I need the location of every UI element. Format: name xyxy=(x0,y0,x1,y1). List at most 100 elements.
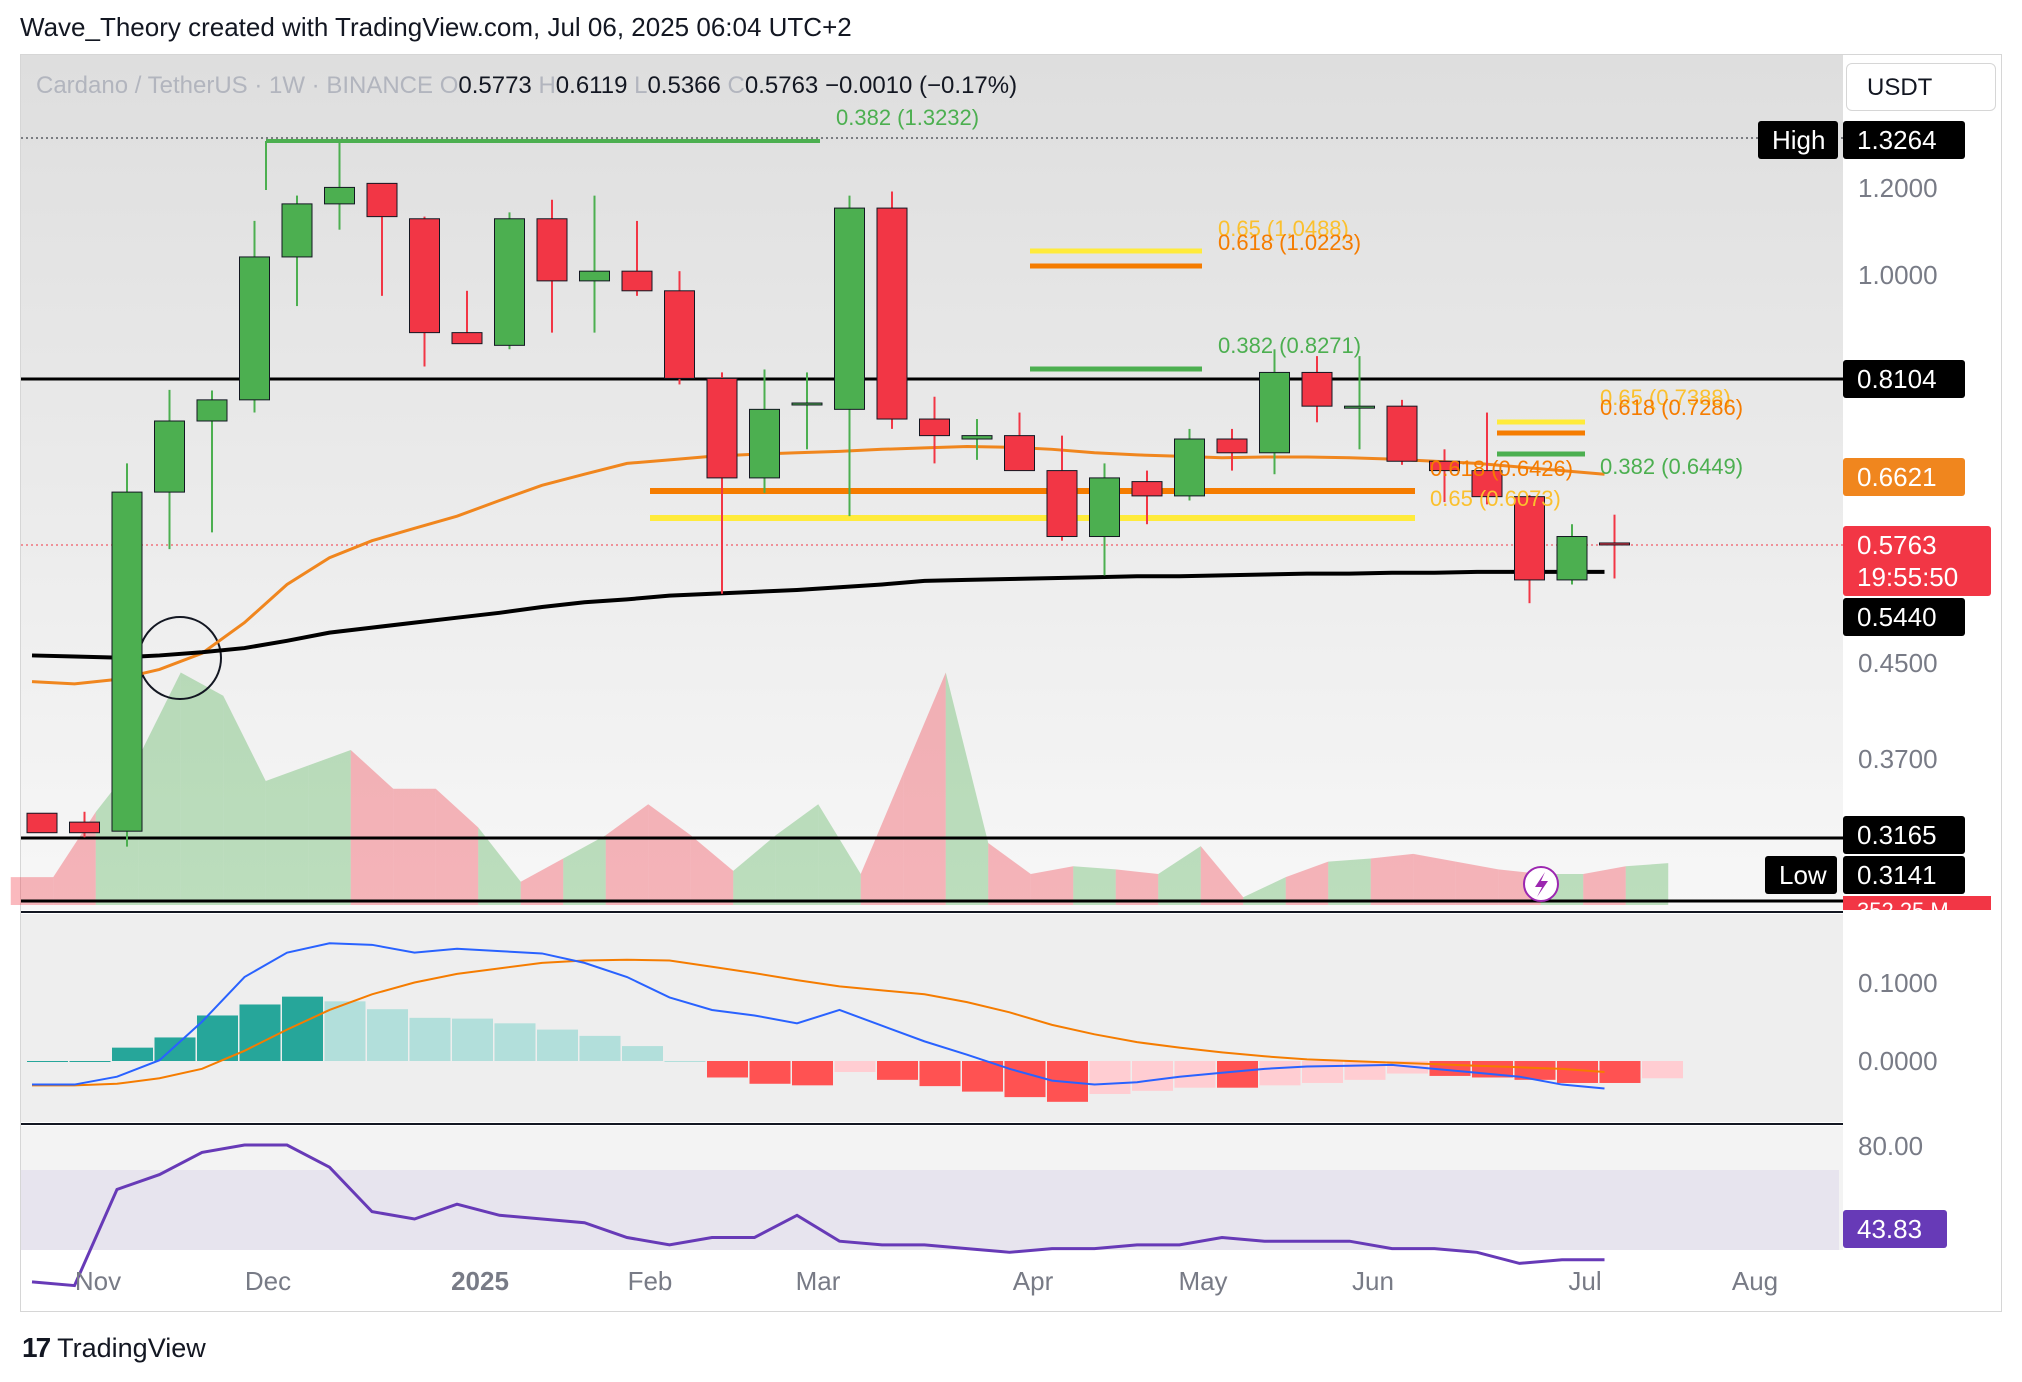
candle-body xyxy=(281,203,313,258)
price-tick: 0.3700 xyxy=(1858,744,1938,774)
candle-body xyxy=(1514,496,1545,581)
volume-area xyxy=(520,858,564,905)
macd-histogram-bar xyxy=(749,1061,791,1084)
high-badge-label-bg xyxy=(1758,121,1838,159)
candle-body xyxy=(1046,470,1078,538)
rsi-line xyxy=(31,1143,1605,1288)
time-tick: Jun xyxy=(1352,1266,1394,1296)
candle-body xyxy=(876,207,908,420)
candle-body xyxy=(1259,371,1290,454)
low-value: 0.5366 xyxy=(647,72,721,99)
price-tick: 1.2000 xyxy=(1858,173,1938,203)
low-badge-value-bg xyxy=(1843,856,1965,894)
ma-badge-bg xyxy=(1843,598,1965,636)
macd-histogram-bar xyxy=(239,1004,281,1061)
candle-body xyxy=(324,186,355,205)
macd-histogram-bar xyxy=(537,1029,578,1061)
chart-attribution: Wave_Theory created with TradingView.com… xyxy=(20,12,852,42)
macd-histogram-bar xyxy=(69,1061,111,1062)
low-badge-value: 0.3141 xyxy=(1857,860,1937,890)
candle-body xyxy=(409,218,440,334)
candle-body xyxy=(1344,405,1375,409)
volume-badge: 352.25 M xyxy=(1857,898,1949,923)
change-value: −0.0010 (−0.17%) xyxy=(824,72,1018,99)
macd-histogram-bar xyxy=(1259,1061,1301,1086)
last-price-badge-bg xyxy=(1843,526,1991,596)
candle-body xyxy=(111,491,143,832)
candle-body xyxy=(366,182,398,218)
macd-histogram-bar xyxy=(154,1037,196,1061)
tradingview-logo-icon: 17 xyxy=(22,1332,51,1363)
tradingview-footer[interactable]: 17 TradingView xyxy=(22,1332,206,1364)
candle-body xyxy=(1556,536,1588,581)
volume-area xyxy=(265,765,309,905)
high-badge-value: 1.3264 xyxy=(1857,125,1937,155)
resistance-badge-bg xyxy=(1843,360,1965,398)
macd-histogram-bar xyxy=(1642,1061,1683,1079)
volume-area xyxy=(1625,863,1669,905)
macd-histogram-bar xyxy=(452,1018,493,1061)
macd-histogram-bar xyxy=(1302,1061,1343,1083)
candle-body xyxy=(1089,477,1120,538)
time-tick: Nov xyxy=(75,1266,121,1296)
candle-body xyxy=(749,408,780,479)
high-label: H xyxy=(538,72,556,99)
candle-body xyxy=(834,207,865,410)
chart-frame[interactable] xyxy=(20,54,2002,1312)
symbol-label[interactable]: Cardano / TetherUS · 1W · BINANCE xyxy=(36,72,434,99)
candle-body xyxy=(961,435,993,440)
volume-area xyxy=(1328,858,1371,905)
volume-area xyxy=(903,672,946,905)
macd-histogram-bar xyxy=(1217,1061,1258,1088)
macd-histogram-bar xyxy=(324,1001,366,1061)
volume-area xyxy=(988,843,1031,905)
candle-body xyxy=(154,420,185,493)
macd-histogram-bar xyxy=(707,1061,748,1078)
countdown-badge: 19:55:50 xyxy=(1857,562,1958,592)
close-label: C xyxy=(727,72,745,99)
macd-histogram-bar xyxy=(622,1046,663,1061)
resistance-badge: 0.8104 xyxy=(1857,364,1937,394)
currency-button[interactable]: USDT xyxy=(1846,63,1996,111)
volume-badge-bg xyxy=(1843,896,1991,910)
low-badge-label-bg xyxy=(1765,856,1837,894)
macd-histogram-bar xyxy=(919,1061,961,1087)
close-value: 0.5763 xyxy=(744,72,819,99)
candle-body xyxy=(196,399,228,422)
volume-area xyxy=(1285,861,1329,905)
macd-histogram-bar xyxy=(1557,1061,1598,1083)
macd-histogram-bar xyxy=(962,1061,1003,1092)
volume-area xyxy=(605,804,649,905)
rsi-tick: 80.00 xyxy=(1858,1131,1923,1161)
macd-histogram-bar xyxy=(877,1061,918,1080)
fib-label: 0.65 (1.0488) xyxy=(1218,216,1349,241)
macd-histogram-bar xyxy=(494,1023,536,1061)
macd-histogram-bar xyxy=(834,1061,876,1072)
macd-histogram-bar xyxy=(1344,1061,1386,1080)
volume-area xyxy=(818,804,861,905)
macd-signal-line xyxy=(32,958,1605,1087)
fib-label: 0.618 (0.7286) xyxy=(1600,395,1743,420)
fib-label: 0.618 (0.6426) xyxy=(1430,456,1573,481)
candle-body xyxy=(1174,438,1205,497)
time-tick: Mar xyxy=(796,1266,841,1296)
fib-label: 0.382 (0.8271) xyxy=(1218,333,1361,358)
support-badge: 0.3165 xyxy=(1857,820,1937,850)
candle-body xyxy=(536,218,568,282)
volume-area xyxy=(1455,861,1499,905)
ema-badge-bg xyxy=(1843,458,1965,496)
macd-histogram-bar xyxy=(367,1009,408,1061)
rsi-badge: 43.83 xyxy=(1857,1214,1922,1244)
low-badge-label: Low xyxy=(1779,860,1827,890)
fib-label: 0.618 (1.0223) xyxy=(1218,230,1361,255)
volume-area xyxy=(775,804,819,905)
fib-label: 0.65 (0.6073) xyxy=(1430,486,1561,511)
high-value: 0.6119 xyxy=(555,72,628,99)
volume-area xyxy=(308,750,351,905)
candle-body xyxy=(1301,371,1333,407)
price-tick: 1.0000 xyxy=(1858,260,1938,290)
rsi-badge-bg xyxy=(1843,1210,1947,1248)
macd-tick: 0.0000 xyxy=(1858,1046,1938,1076)
volume-area xyxy=(1243,877,1286,905)
